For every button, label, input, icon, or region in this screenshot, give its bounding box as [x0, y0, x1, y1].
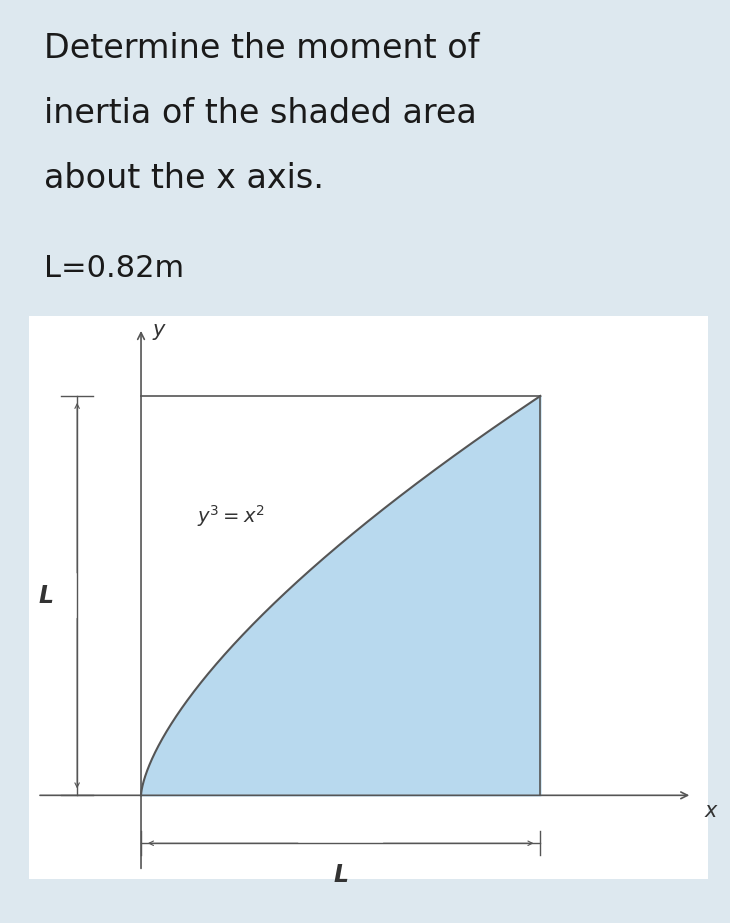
Text: L: L — [333, 863, 348, 887]
Text: $y^3 = x^2$: $y^3 = x^2$ — [197, 503, 265, 529]
Text: about the x axis.: about the x axis. — [44, 162, 324, 195]
Text: x: x — [704, 801, 716, 821]
Text: L: L — [38, 583, 53, 607]
Text: L=0.82m: L=0.82m — [44, 254, 184, 282]
Text: y: y — [153, 320, 166, 340]
Text: Determine the moment of: Determine the moment of — [44, 32, 480, 66]
Text: inertia of the shaded area: inertia of the shaded area — [44, 97, 477, 130]
